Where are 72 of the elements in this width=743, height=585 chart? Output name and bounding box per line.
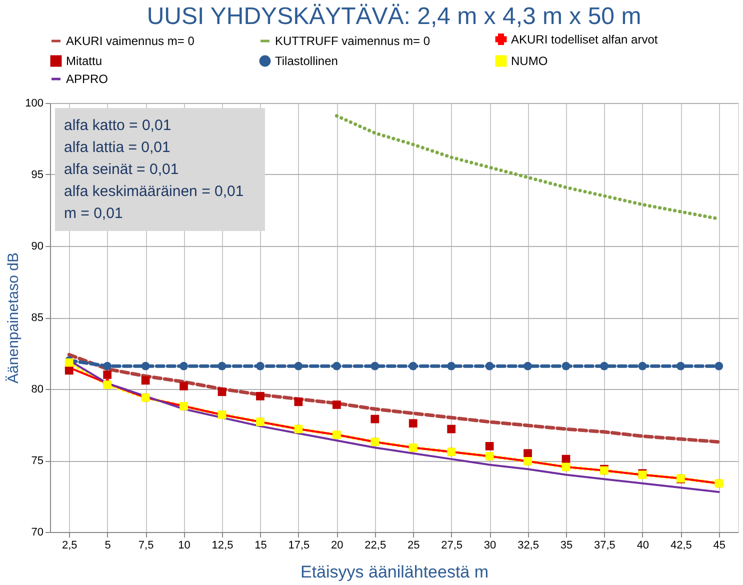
point	[332, 400, 341, 409]
point	[447, 424, 456, 434]
x-tick-label: 12,5	[212, 540, 234, 552]
y-tick-label: 100	[25, 98, 44, 110]
x-tick-label: 45	[713, 540, 726, 552]
legend-label: Tilastollinen	[275, 54, 338, 68]
legend-label: AKURI vaimennus m= 0	[66, 34, 195, 48]
x-tick-label: 40	[636, 540, 650, 552]
x-tick-label: 32,5	[518, 540, 539, 552]
point	[103, 370, 112, 379]
y-tick-label: 70	[31, 526, 44, 538]
point	[332, 362, 341, 370]
point	[485, 442, 494, 450]
y-tick-label: 75	[31, 455, 44, 467]
x-tick-label: 42,5	[670, 540, 692, 552]
x-tick-label: 10	[178, 540, 190, 552]
annotation: alfa seinät = 0,01	[64, 161, 179, 178]
chart-title: UUSI YHDYSKÄYTÄVÄ: 2,4 m x 4,3 m x 50 m	[146, 3, 642, 30]
line-series	[67, 352, 721, 444]
legend-label: APPRO	[66, 72, 108, 86]
x-tick-label: 22,5	[364, 540, 386, 552]
x-tick-label: 17,5	[288, 540, 310, 552]
x-tick-label: 27,5	[441, 540, 463, 552]
point	[447, 362, 456, 370]
point	[562, 454, 570, 464]
point	[676, 362, 685, 370]
x-tick-label: 15	[254, 540, 267, 552]
annotation: alfa katto = 0,01	[64, 117, 172, 134]
x-tick-label: 25	[407, 540, 420, 552]
point	[294, 398, 303, 406]
point	[294, 362, 303, 370]
legend-label: NUMO	[511, 54, 548, 68]
legend-label: Mitattu	[66, 54, 102, 68]
point	[408, 419, 418, 428]
y-tick-label: 90	[31, 240, 44, 252]
point	[562, 362, 570, 370]
y-axis-title: Äänenpainetaso dB	[5, 252, 22, 384]
legend-label: KUTTRUFF vaimennus m= 0	[275, 34, 430, 48]
point	[370, 362, 380, 370]
point	[256, 392, 264, 400]
point	[103, 362, 112, 370]
x-tick-label: 2,5	[62, 540, 78, 552]
legend-label: AKURI todelliset alfan arvot	[511, 32, 658, 46]
point	[485, 362, 494, 370]
point	[218, 362, 226, 370]
annotation: m = 0,01	[64, 205, 123, 222]
x-tick-label: 20	[331, 540, 344, 552]
x-tick-label: 30	[484, 540, 496, 552]
x-tick-label: 5	[104, 540, 111, 552]
point	[638, 362, 647, 370]
point	[218, 388, 226, 396]
point	[180, 362, 188, 370]
point	[256, 362, 264, 370]
point	[141, 376, 150, 385]
annotation: alfa lattia = 0,01	[64, 139, 170, 156]
point	[180, 382, 188, 390]
point	[524, 362, 532, 370]
x-tick-label: 35	[560, 540, 573, 552]
point	[600, 362, 608, 370]
y-tick-label: 80	[31, 384, 44, 396]
point	[524, 449, 532, 458]
y-tick-label: 95	[31, 169, 44, 181]
point	[714, 362, 724, 370]
x-axis-title: Etäisyys äänilähteestä m	[300, 562, 489, 582]
y-tick-label: 85	[31, 312, 44, 324]
point	[408, 362, 418, 370]
x-tick-label: 37,5	[594, 540, 616, 552]
point	[370, 414, 380, 424]
point	[64, 366, 74, 375]
annotation: alfa keskimääräinen = 0,01	[64, 183, 244, 200]
point	[141, 362, 150, 370]
x-tick-label: 7,5	[138, 540, 154, 552]
